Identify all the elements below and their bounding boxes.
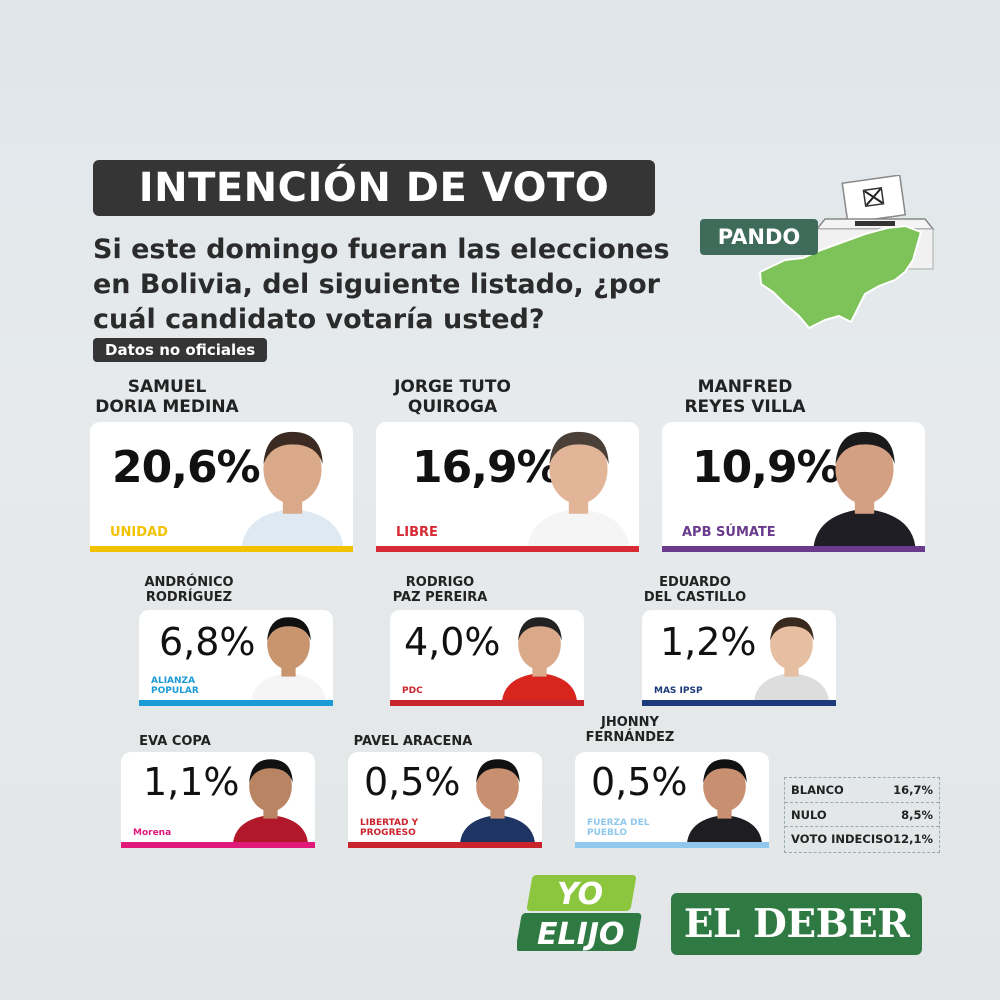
party-logo: APB SÚMATE <box>682 525 776 540</box>
result-value: 16,7% <box>893 783 933 797</box>
party-color-bar <box>390 700 584 706</box>
candidate-card: 1,1% Morena <box>121 752 315 848</box>
name-line-2: FERNÁNDEZ <box>585 729 675 745</box>
candidate-percent: 0,5% <box>364 760 461 804</box>
name-line-2: DEL CASTILLO <box>643 589 747 605</box>
candidate-photo <box>687 759 762 842</box>
party-logo: MAS IPSP <box>654 686 703 696</box>
data-note-badge: Datos no oficiales <box>93 338 268 362</box>
candidate-card: 1,2% MAS IPSP <box>642 610 836 706</box>
candidate-photo <box>251 617 326 700</box>
result-label: NULO <box>791 808 827 822</box>
el-deber-logo: EL DEBER <box>671 893 922 955</box>
yo-text: YO <box>557 877 603 912</box>
name-line-1: JHONNY <box>601 715 659 730</box>
name-line-1: RODRIGO <box>405 575 475 590</box>
candidate-photo <box>527 431 630 546</box>
party-color-bar <box>642 700 836 706</box>
party-color-bar <box>139 700 333 706</box>
party-color-bar <box>348 842 542 848</box>
page-title: INTENCIÓN DE VOTO <box>93 160 655 216</box>
party-logo: LIBERTAD Y PROGRESO <box>360 818 419 838</box>
candidate-photo <box>233 759 308 842</box>
candidate-name: SAMUEL DORIA MEDINA <box>92 377 242 417</box>
name-line-1: ANDRÓNICO <box>144 575 234 590</box>
name-line-1: MANFRED <box>697 377 793 397</box>
result-value: 12,1% <box>893 832 933 846</box>
candidate-percent: 16,9% <box>412 442 561 493</box>
candidate-photo <box>460 759 535 842</box>
candidate-photo <box>754 617 829 700</box>
result-row-indeciso: VOTO INDECISO 12,1% <box>785 826 939 851</box>
party-color-bar <box>376 546 639 552</box>
party-logo: LIBRE <box>396 525 438 540</box>
name-line-2: QUIROGA <box>407 396 498 417</box>
survey-question: Si este domingo fueran las elecciones en… <box>93 234 670 335</box>
party-logo: Morena <box>133 828 172 838</box>
candidate-card: 0,5% FUERZA DEL PUEBLO <box>575 752 769 848</box>
name-line-2: PAZ PEREIRA <box>392 589 488 605</box>
party-color-bar <box>90 546 353 552</box>
candidate-percent: 1,2% <box>660 620 757 664</box>
candidate-card: 10,9% APB SÚMATE <box>662 422 925 552</box>
candidate-percent: 6,8% <box>159 620 256 664</box>
result-row-nulo: NULO 8,5% <box>785 802 939 827</box>
party-color-bar <box>575 842 769 848</box>
name-line-1: SAMUEL <box>127 377 207 397</box>
candidate-card: 6,8% ALIANZA POPULAR <box>139 610 333 706</box>
party-color-bar <box>121 842 315 848</box>
candidate-name: EVA COPA <box>120 734 230 750</box>
candidate-photo <box>813 431 916 546</box>
party-logo: FUERZA DEL PUEBLO <box>587 818 650 838</box>
name-line-2: RODRÍGUEZ <box>145 589 233 605</box>
party-logo: PDC <box>402 686 423 696</box>
candidate-name: ANDRÓNICO RODRÍGUEZ <box>134 575 244 606</box>
result-row-blanco: BLANCO 16,7% <box>785 778 939 802</box>
candidate-name: EDUARDO DEL CASTILLO <box>640 575 750 606</box>
candidate-percent: 20,6% <box>112 442 261 493</box>
party-color-bar <box>662 546 925 552</box>
result-label: BLANCO <box>791 783 844 797</box>
name-line-2: DORIA MEDINA <box>95 396 239 417</box>
party-logo: UNIDAD <box>110 525 168 540</box>
candidate-card: 0,5% LIBERTAD Y PROGRESO <box>348 752 542 848</box>
yo-elijo-logo: YO ELIJO <box>517 875 642 952</box>
candidate-card: 16,9% LIBRE <box>376 422 639 552</box>
candidate-name: RODRIGO PAZ PEREIRA <box>385 575 495 606</box>
candidate-percent: 0,5% <box>591 760 688 804</box>
other-results-table: BLANCO 16,7% NULO 8,5% VOTO INDECISO 12,… <box>784 777 940 853</box>
party-logo: ALIANZA POPULAR <box>151 676 199 696</box>
candidate-percent: 10,9% <box>692 442 841 493</box>
region-tag: PANDO <box>700 219 818 255</box>
name-line-1: JORGE TUTO <box>394 377 511 397</box>
name-line-1: EDUARDO <box>659 575 731 590</box>
candidate-card: 20,6% UNIDAD <box>90 422 353 552</box>
name-line-1: EVA COPA <box>139 734 211 749</box>
candidate-name: MANFRED REYES VILLA <box>665 377 825 417</box>
pando-map-icon <box>759 225 922 329</box>
candidate-photo <box>502 617 577 700</box>
candidate-card: 4,0% PDC <box>390 610 584 706</box>
name-line-2: REYES VILLA <box>684 396 806 417</box>
candidate-photo <box>241 431 344 546</box>
name-line-1: PAVEL ARACENA <box>353 734 473 749</box>
result-value: 8,5% <box>901 808 933 822</box>
candidate-name: JHONNY FERNÁNDEZ <box>575 715 685 746</box>
candidate-percent: 4,0% <box>404 620 501 664</box>
candidate-name: PAVEL ARACENA <box>348 734 478 750</box>
result-label: VOTO INDECISO <box>791 832 894 846</box>
elijo-text: ELIJO <box>537 917 624 952</box>
candidate-percent: 1,1% <box>143 760 240 804</box>
candidate-name: JORGE TUTO QUIROGA <box>380 377 525 417</box>
